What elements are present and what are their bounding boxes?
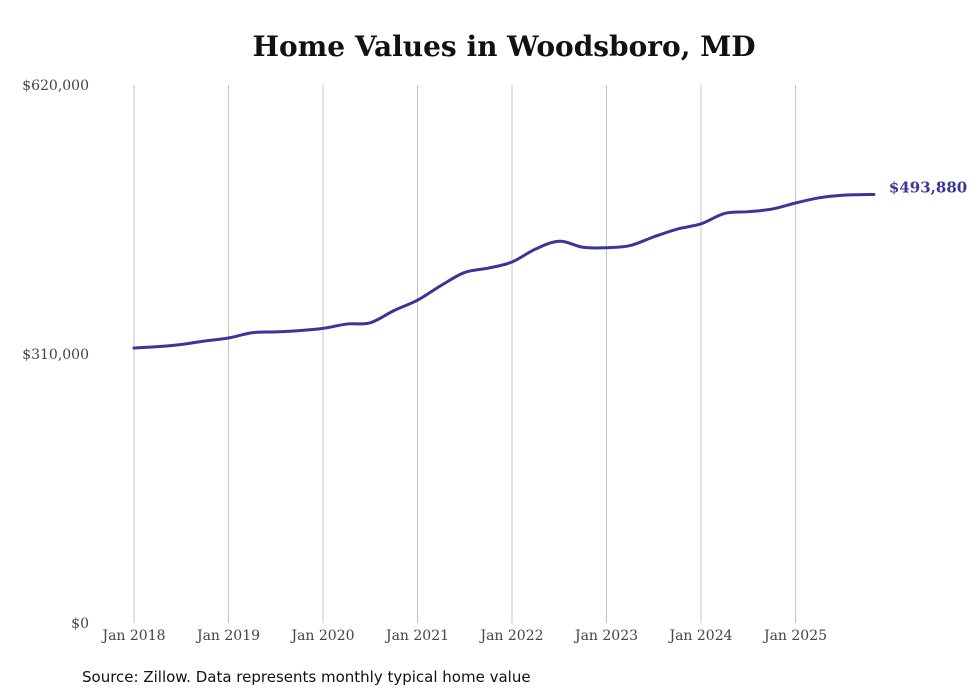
chart-title: Home Values in Woodsboro, MD — [252, 30, 756, 63]
end-value-label: $493,880 — [889, 178, 967, 196]
y-tick-label: $620,000 — [22, 78, 89, 94]
x-tick-label: Jan 2021 — [384, 628, 449, 644]
x-tick-label: Jan 2023 — [573, 628, 638, 644]
x-tick-label: Jan 2025 — [762, 628, 827, 644]
source-note: Source: Zillow. Data represents monthly … — [82, 668, 531, 686]
x-tick-label: Jan 2019 — [195, 628, 260, 644]
x-tick-label: Jan 2020 — [289, 628, 354, 644]
x-tick-label: Jan 2024 — [667, 628, 732, 644]
x-tick-label: Jan 2022 — [478, 628, 543, 644]
y-tick-label: $0 — [71, 616, 89, 632]
y-tick-label: $310,000 — [22, 347, 89, 363]
home-value-line — [132, 192, 876, 350]
x-tick-label: Jan 2018 — [100, 628, 165, 644]
